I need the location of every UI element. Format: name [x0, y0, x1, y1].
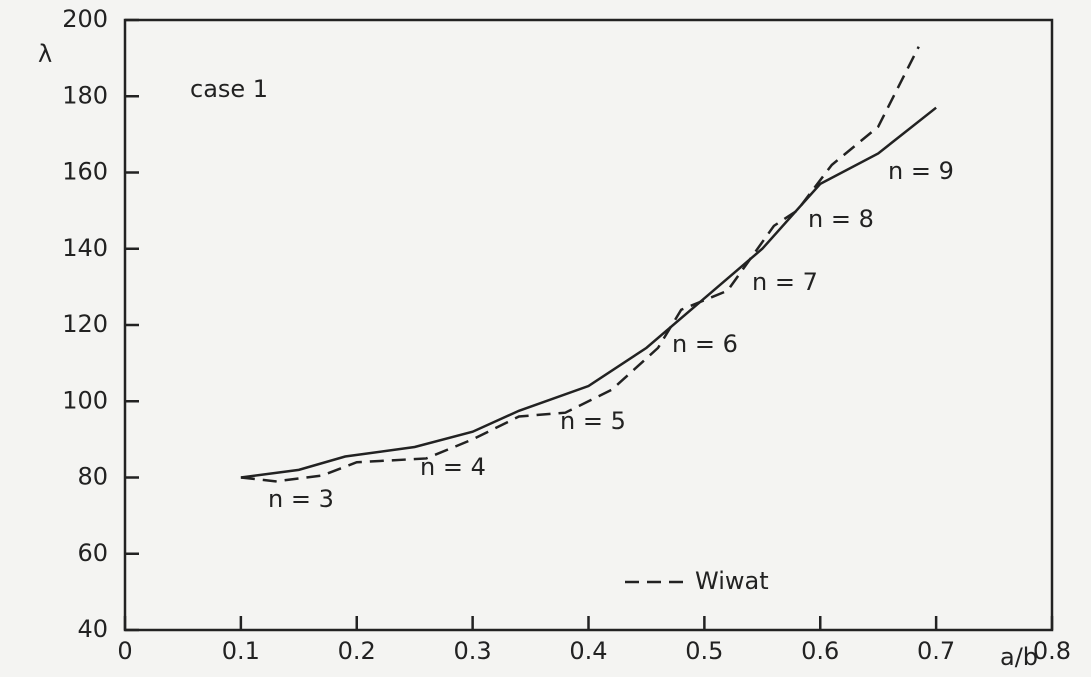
- x-tick-label: 0.4: [569, 637, 607, 665]
- x-tick-label: 0.1: [222, 637, 260, 665]
- x-tick-label: 0.5: [685, 637, 723, 665]
- legend-label: Wiwat: [695, 567, 769, 595]
- annotation: n = 3: [268, 485, 334, 513]
- annotation: n = 4: [420, 453, 486, 481]
- annotation: n = 9: [888, 157, 954, 185]
- annotation: n = 7: [752, 268, 818, 296]
- y-tick-label: 40: [77, 615, 108, 643]
- y-axis-label: λ: [38, 40, 52, 68]
- y-tick-label: 160: [62, 158, 108, 186]
- y-tick-label: 60: [77, 539, 108, 567]
- y-tick-label: 120: [62, 310, 108, 338]
- x-tick-label: 0.3: [454, 637, 492, 665]
- y-tick-label: 80: [77, 463, 108, 491]
- y-tick-label: 200: [62, 5, 108, 33]
- x-axis-label: a/b: [1000, 643, 1038, 671]
- x-tick-label: 0.2: [338, 637, 376, 665]
- plot-frame: [123, 18, 1054, 632]
- annotation: case 1: [190, 75, 268, 103]
- x-tick-label: 0.6: [801, 637, 839, 665]
- annotation: n = 5: [560, 407, 626, 435]
- line-series: [240, 46, 920, 483]
- x-tick-label: 0.7: [917, 637, 955, 665]
- annotation: n = 6: [672, 330, 738, 358]
- x-tick-label: 0: [117, 637, 132, 665]
- y-tick-label: 180: [62, 81, 108, 109]
- y-tick-label: 100: [62, 386, 108, 414]
- annotation: n = 8: [808, 205, 874, 233]
- line-series: [240, 106, 937, 479]
- y-tick-label: 140: [62, 234, 108, 262]
- x-tick-label: 0.8: [1033, 637, 1071, 665]
